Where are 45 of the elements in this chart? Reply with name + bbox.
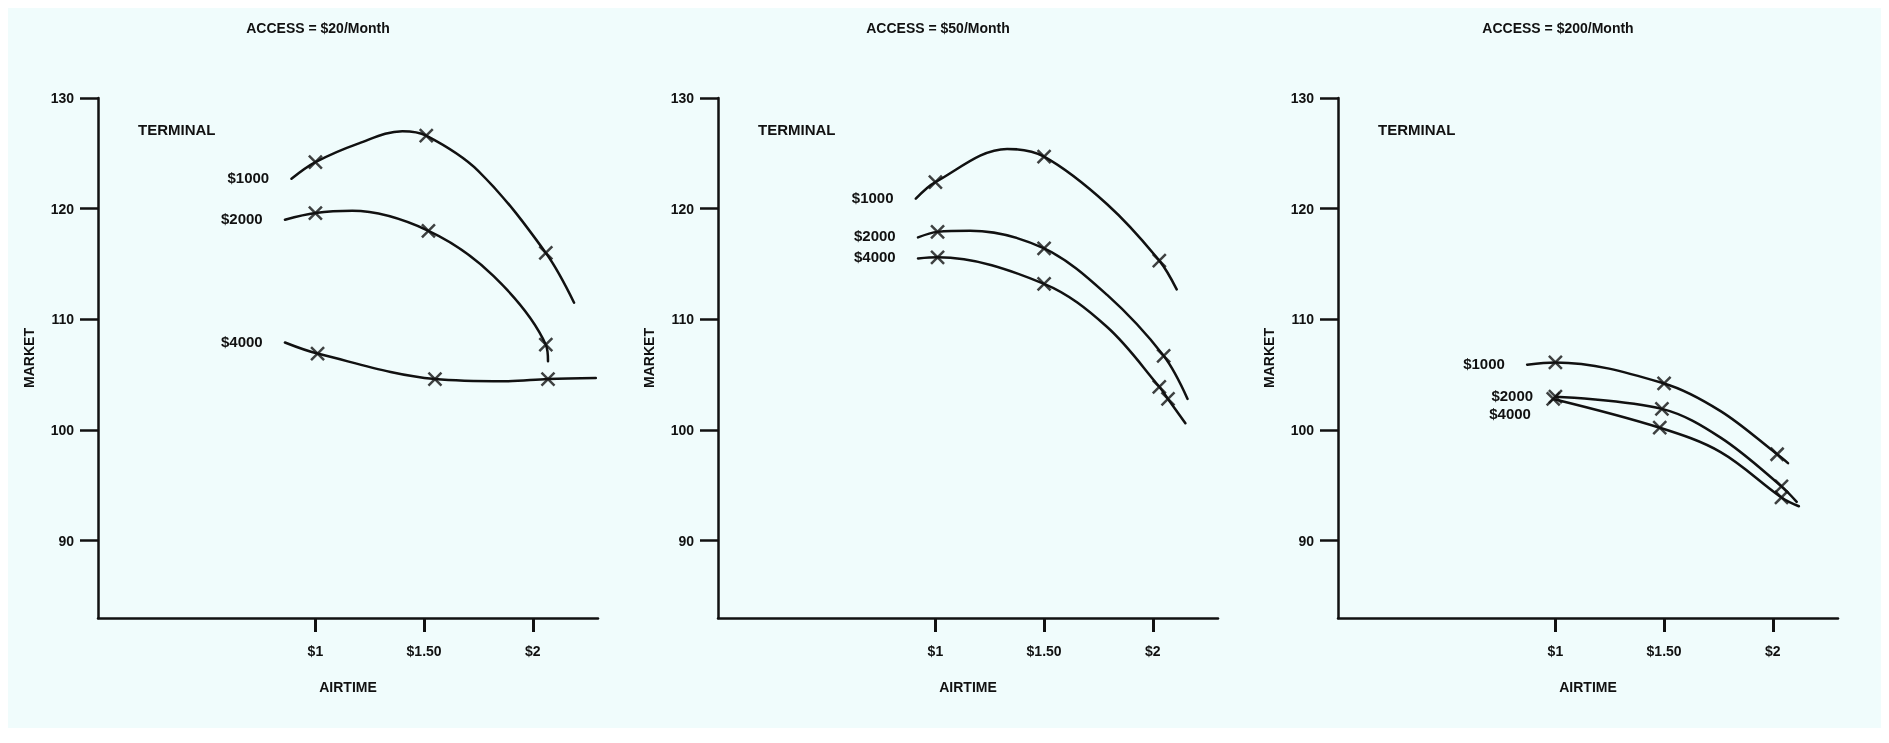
y-tick-label: 100 — [1290, 421, 1315, 438]
y-tick-label: 90 — [58, 532, 75, 549]
y-tick-label: 90 — [678, 532, 695, 549]
chart-title: ACCESS = $200/Month — [1482, 20, 1634, 36]
y-axis-title: MARKET — [21, 327, 37, 388]
x-tick-label: $2 — [1764, 643, 1781, 659]
legend-title: TERMINAL — [758, 121, 836, 138]
y-axis-title: MARKET — [1261, 327, 1277, 388]
series-label: $2000 — [220, 209, 263, 227]
chart-title: ACCESS = $50/Month — [866, 20, 1010, 36]
y-tick-label: 120 — [50, 200, 75, 217]
x-axis-title: AIRTIME — [1559, 679, 1617, 695]
x-tick-label: $1.50 — [1026, 643, 1062, 659]
y-tick-label: 100 — [50, 421, 75, 438]
chart-title: ACCESS = $20/Month — [246, 20, 390, 36]
series-label: $2000 — [854, 227, 896, 245]
y-tick-label: 110 — [51, 311, 75, 328]
y-tick-label: 120 — [1290, 200, 1315, 217]
x-tick-label: $2 — [524, 643, 541, 659]
series-label: $2000 — [1491, 386, 1534, 404]
series-label: $1000 — [1463, 354, 1505, 372]
series-label: $4000 — [854, 248, 896, 266]
y-tick-label: 100 — [670, 421, 695, 438]
x-tick-label: $1.50 — [406, 643, 442, 659]
x-tick-label: $1 — [1547, 643, 1564, 659]
x-tick-label: $1 — [927, 643, 944, 659]
y-tick-label: 110 — [671, 311, 695, 328]
x-axis-title: AIRTIME — [939, 679, 997, 695]
y-tick-label: 110 — [1291, 311, 1315, 328]
series-label: $1000 — [227, 168, 270, 186]
y-axis-title: MARKET — [641, 327, 657, 388]
x-tick-label: $1.50 — [1646, 643, 1682, 659]
x-axis-title: AIRTIME — [319, 679, 377, 695]
y-tick-label: 90 — [1298, 532, 1315, 549]
series-label: $4000 — [220, 332, 263, 350]
legend-title: TERMINAL — [138, 121, 216, 138]
y-tick-label: 130 — [50, 90, 75, 106]
y-tick-label: 120 — [670, 200, 695, 217]
series-label: $1000 — [851, 188, 894, 206]
x-tick-label: $1 — [307, 643, 324, 659]
y-tick-label: 130 — [1290, 90, 1315, 106]
legend-title: TERMINAL — [1378, 121, 1456, 138]
y-tick-label: 130 — [670, 90, 695, 106]
x-tick-label: $2 — [1144, 643, 1161, 659]
series-label: $4000 — [1489, 404, 1531, 422]
